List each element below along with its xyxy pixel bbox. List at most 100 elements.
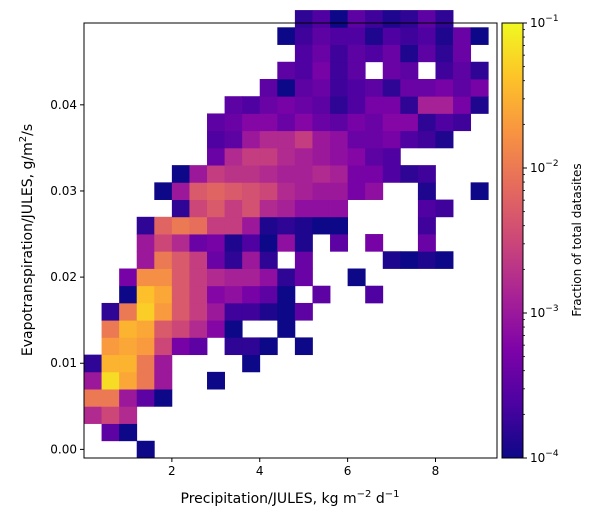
heatmap-cell <box>136 302 155 321</box>
heatmap-cell <box>435 27 454 45</box>
heatmap-cell <box>242 165 261 183</box>
heatmap-cell <box>207 285 225 304</box>
heatmap-cell <box>435 251 454 269</box>
heatmap-cell <box>207 320 225 338</box>
heatmap-cell <box>136 337 155 356</box>
heatmap-cell <box>294 130 313 149</box>
heatmap-cell <box>259 251 278 269</box>
heatmap-cell <box>207 130 225 149</box>
heatmap-cell <box>312 199 331 218</box>
heatmap-cell <box>347 165 366 183</box>
heatmap-cell <box>101 320 120 338</box>
heatmap-cell <box>417 27 436 45</box>
heatmap-cell <box>294 96 313 114</box>
heatmap-cell <box>224 165 243 183</box>
heatmap-cell <box>171 182 190 200</box>
heatmap-cell <box>417 234 436 252</box>
y-tick-label: 0.02 <box>50 270 77 284</box>
heatmap-cell <box>365 234 384 252</box>
heatmap-cell <box>347 147 366 166</box>
heatmap-cell <box>171 285 190 304</box>
y-tick-label: 0.04 <box>50 98 77 112</box>
heatmap-cell <box>259 302 278 321</box>
heatmap-cell <box>189 268 208 287</box>
heatmap-cell <box>101 354 120 373</box>
x-tick-label: 2 <box>168 464 176 478</box>
heatmap-cell <box>365 78 384 97</box>
heatmap-cell <box>294 27 313 45</box>
heatmap-cell <box>400 165 419 183</box>
y-tick-label: 0.03 <box>50 184 77 198</box>
heatmap-cell <box>470 182 489 200</box>
heatmap-cell <box>312 165 331 183</box>
colorbar-tick-label: 10−4 <box>530 449 559 465</box>
y-tick-label: 0.01 <box>50 356 77 370</box>
heatmap-cell <box>207 268 225 287</box>
heatmap-cell <box>417 216 436 235</box>
heatmap-cell <box>189 337 208 356</box>
heatmap-cell <box>347 44 366 63</box>
heatmap-cell <box>277 216 296 235</box>
x-tick-label: 4 <box>256 464 264 478</box>
heatmap-cell <box>382 96 401 114</box>
heatmap-cell <box>242 354 261 373</box>
heatmap-cell <box>294 337 313 356</box>
heatmap-cell <box>294 113 313 132</box>
heatmap-cell <box>435 78 454 97</box>
heatmap-cell <box>312 61 331 80</box>
heatmap-cell <box>259 165 278 183</box>
heatmap-cell <box>312 96 331 114</box>
heatmap-cell <box>382 10 401 28</box>
heatmap-cell <box>242 251 261 269</box>
heatmap-cell <box>417 96 436 114</box>
heatmap-cell <box>224 147 243 166</box>
heatmap-cell <box>312 10 331 28</box>
heatmap-cell <box>136 440 155 459</box>
heatmap-cell <box>207 216 225 235</box>
heatmap-cell <box>347 96 366 114</box>
heatmap-cell <box>453 61 472 80</box>
heatmap-cell <box>84 371 102 390</box>
x-axis-label: Precipitation/JULES, kg m−2 d−1 <box>181 489 400 507</box>
heatmap-cell <box>417 251 436 269</box>
heatmap-cell <box>382 27 401 45</box>
heatmap-cell <box>259 130 278 149</box>
heatmap-cell <box>207 371 225 390</box>
heatmap-cell <box>347 27 366 45</box>
y-axis-label: Evapotranspiration/JULES, g/m2/s <box>18 124 36 356</box>
heatmap-cell <box>453 78 472 97</box>
heatmap-cell <box>154 182 173 200</box>
heatmap-cell <box>259 285 278 304</box>
heatmap-cell <box>400 96 419 114</box>
heatmap-cell <box>400 251 419 269</box>
heatmap-cell <box>136 234 155 252</box>
heatmap-cell <box>259 96 278 114</box>
heatmap-cell <box>154 216 173 235</box>
heatmap-cell <box>435 10 454 28</box>
heatmap-cell <box>330 27 349 45</box>
heatmap-cell <box>330 113 349 132</box>
heatmap-cell <box>277 147 296 166</box>
heatmap-cell <box>171 165 190 183</box>
heatmap-cell <box>171 337 190 356</box>
heatmap-cell <box>294 10 313 28</box>
heatmap-cell <box>224 302 243 321</box>
heatmap-cell <box>259 182 278 200</box>
heatmap-cell <box>171 302 190 321</box>
heatmap-cell <box>277 130 296 149</box>
heatmap-cell <box>294 199 313 218</box>
colorbar-ticks: 10−1 10−2 10−3 10−4 <box>523 14 559 465</box>
heatmap-cell <box>330 234 349 252</box>
heatmap-cell <box>277 78 296 97</box>
heatmap-cell <box>294 251 313 269</box>
heatmap-cell <box>277 165 296 183</box>
heatmap-cell <box>154 354 173 373</box>
heatmap-cell <box>365 27 384 45</box>
heatmap-cell <box>294 234 313 252</box>
heatmap-cell <box>136 354 155 373</box>
heatmap-cell <box>400 130 419 149</box>
heatmap-cell <box>101 371 120 390</box>
heatmap-cell <box>259 147 278 166</box>
heatmap-cell <box>277 320 296 338</box>
heatmap-cell <box>330 96 349 114</box>
